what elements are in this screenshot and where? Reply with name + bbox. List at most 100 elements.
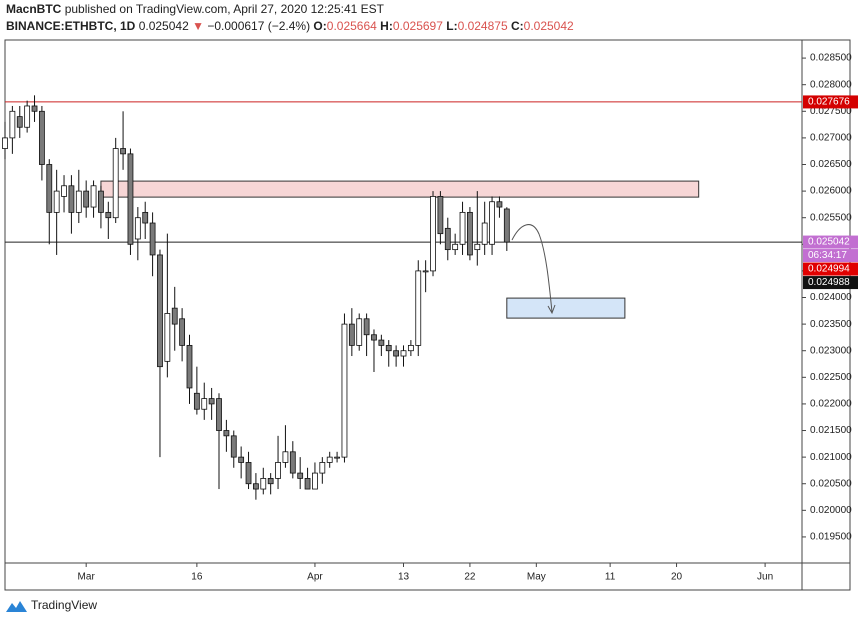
candle-body <box>400 350 407 357</box>
candle-body <box>378 339 385 346</box>
candle-body <box>149 222 156 256</box>
candle-body <box>348 323 355 346</box>
candle-body <box>407 344 414 352</box>
candle-body <box>326 456 333 463</box>
x-tick-label: 16 <box>191 572 203 583</box>
candle-body <box>98 190 104 213</box>
y-tick-label: 0.028000 <box>810 79 852 90</box>
candle-body <box>304 478 311 490</box>
candle-body <box>24 105 31 128</box>
candle-body <box>134 217 141 240</box>
candle-body <box>186 344 193 389</box>
h: 0.025697 <box>393 19 443 33</box>
candle-body <box>75 190 82 213</box>
candle-body <box>467 211 473 256</box>
candle-body <box>415 270 422 346</box>
candle-body <box>341 323 348 458</box>
zone <box>100 180 700 198</box>
candle-body <box>444 227 451 251</box>
y-tick-label: 0.020000 <box>810 505 852 516</box>
candle-body <box>68 185 75 213</box>
y-tick-label: 0.027000 <box>810 133 852 144</box>
y-tick-label: 0.022000 <box>810 399 852 410</box>
frame <box>4 39 851 591</box>
x-tick-label: May <box>527 572 546 583</box>
y-tick-label: 0.026500 <box>810 159 852 170</box>
candle-body <box>193 392 200 410</box>
price-tag-label: 0.025042 <box>808 237 850 248</box>
candle-body <box>503 208 510 243</box>
price-tag <box>803 276 858 290</box>
price-tag <box>803 235 858 249</box>
candle-body <box>282 451 289 463</box>
candle-body <box>289 451 296 474</box>
price-tag-label: 0.027676 <box>808 97 850 108</box>
candle-body <box>179 318 186 346</box>
h-label: H: <box>380 19 393 33</box>
x-tick-label: 11 <box>605 572 616 583</box>
y-tick-label: 0.021500 <box>810 425 852 436</box>
o-label: O: <box>313 19 326 33</box>
candle-body <box>245 462 252 485</box>
symbol: BINANCE:ETHBTC, 1D <box>6 19 136 33</box>
candle-body <box>16 116 23 128</box>
candle-body <box>496 201 503 208</box>
candle-body <box>430 196 436 272</box>
y-tick-label: 0.027500 <box>810 106 852 117</box>
candle-body <box>61 185 67 197</box>
author: MacnBTC <box>6 2 62 16</box>
candle-body <box>230 435 237 458</box>
price-tag <box>803 95 858 109</box>
candle-body <box>319 462 326 474</box>
candle-body <box>201 398 208 410</box>
arrow: ▼ <box>192 19 204 33</box>
last: 0.025042 <box>139 19 189 33</box>
candle-body <box>46 164 53 213</box>
c: 0.025042 <box>524 19 574 33</box>
candle-body <box>31 105 38 112</box>
candle-body <box>83 190 90 208</box>
x-tick-label: 20 <box>671 572 683 583</box>
candle-body <box>9 110 16 139</box>
header-line: MacnBTC published on TradingView.com, Ap… <box>6 2 385 16</box>
y-tick-label: 0.023500 <box>810 319 852 330</box>
candle-body <box>216 398 222 431</box>
l-label: L: <box>446 19 457 33</box>
price-tag <box>803 249 858 263</box>
y-tick-label: 0.025500 <box>810 212 852 223</box>
l: 0.024875 <box>458 19 508 33</box>
candle-body <box>157 254 163 368</box>
plot: 0.019500 0.020000 0.020500 0.021000 0.021500… <box>2 53 858 583</box>
x-tick-label: Apr <box>307 572 323 583</box>
published: published on TradingView.com, April 27, … <box>65 2 385 16</box>
price-tag <box>803 262 858 276</box>
c-label: C: <box>511 19 524 33</box>
y-tick-label: 0.020500 <box>810 478 852 489</box>
projection-arrow <box>511 224 553 313</box>
candle-body <box>120 148 126 155</box>
quote-line: BINANCE:ETHBTC, 1D 0.025042 ▼ −0.000617 … <box>6 19 574 33</box>
zone <box>506 297 626 319</box>
candle-body <box>363 318 370 336</box>
candle-body <box>223 430 230 437</box>
candle-body <box>481 222 488 245</box>
o: 0.025664 <box>327 19 377 33</box>
candle-body <box>297 472 304 479</box>
change: −0.000617 (−2.4%) <box>207 19 310 33</box>
logo: TradingView <box>6 598 97 612</box>
candle-body <box>489 201 495 245</box>
candle-body <box>459 211 466 245</box>
candle-body <box>356 318 363 346</box>
candle-body <box>371 334 377 341</box>
candle-body <box>164 313 171 362</box>
y-tick-label: 0.026000 <box>810 186 852 197</box>
candle-body <box>385 344 392 352</box>
candle-body <box>474 243 481 251</box>
candle-body <box>208 398 215 405</box>
y-tick-label: 0.023000 <box>810 345 852 356</box>
candle-body <box>112 148 119 219</box>
candle-body <box>105 211 112 219</box>
candle-body <box>90 185 97 208</box>
price-tag-label: 06:34:17 <box>808 250 847 261</box>
